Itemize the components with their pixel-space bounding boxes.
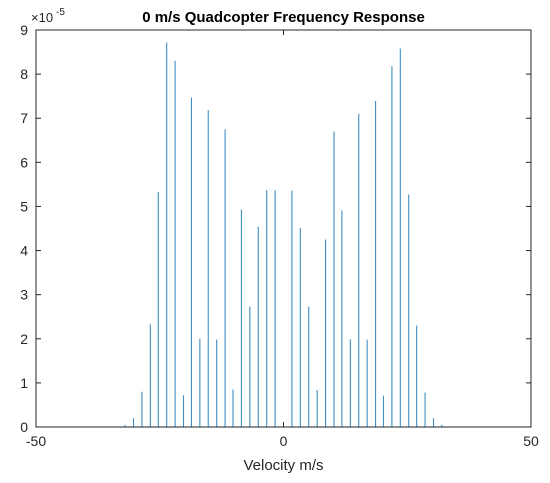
y-tick-label: 1 xyxy=(20,375,28,391)
y-exponent-base: ×10 xyxy=(31,10,53,25)
y-tick-label: 0 xyxy=(20,419,28,435)
plot-area xyxy=(36,30,531,427)
stem-series xyxy=(36,42,531,428)
y-tick-label: 6 xyxy=(20,154,28,170)
y-tick-label: 4 xyxy=(20,243,28,259)
y-tick-label: 9 xyxy=(20,22,28,38)
y-tick-label: 2 xyxy=(20,331,28,347)
x-tick-label: 0 xyxy=(280,433,288,449)
y-tick-label: 3 xyxy=(20,287,28,303)
x-tick-label: -50 xyxy=(26,433,46,449)
y-tick-label: 7 xyxy=(20,110,28,126)
y-exponent-power: -5 xyxy=(56,7,65,18)
y-tick-label: 8 xyxy=(20,66,28,82)
x-axis-label: Velocity m/s xyxy=(243,457,323,474)
chart-title: 0 m/s Quadcopter Frequency Response xyxy=(142,9,425,26)
x-tick-label: 50 xyxy=(523,433,539,449)
y-tick-label: 5 xyxy=(20,198,28,214)
y-exponent: ×10 -5 xyxy=(31,7,65,25)
